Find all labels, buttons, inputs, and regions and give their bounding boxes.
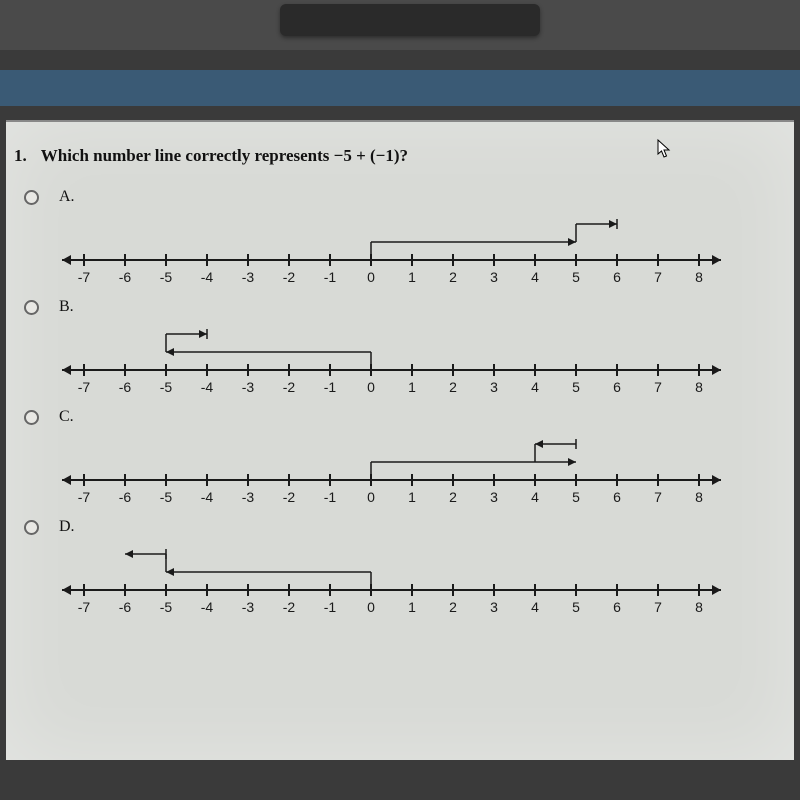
question-number: 1.	[14, 146, 27, 166]
svg-text:8: 8	[695, 599, 703, 615]
radio-c[interactable]	[24, 410, 39, 425]
svg-text:4: 4	[531, 599, 539, 615]
svg-text:7: 7	[654, 599, 662, 615]
option-label-c: C.	[59, 408, 81, 426]
svg-text:8: 8	[695, 489, 703, 505]
svg-text:4: 4	[531, 379, 539, 395]
svg-text:-6: -6	[119, 489, 132, 505]
svg-text:8: 8	[695, 379, 703, 395]
svg-text:7: 7	[654, 489, 662, 505]
mouse-cursor-icon	[656, 138, 674, 160]
svg-text:5: 5	[572, 489, 580, 505]
svg-text:-3: -3	[242, 269, 255, 285]
svg-text:-3: -3	[242, 379, 255, 395]
numberline-c: -7 -6 -5 -4 -3 -2 -1 0 1 2 3 4 5 6 7 8	[24, 426, 704, 514]
svg-text:6: 6	[613, 269, 621, 285]
option-label-a: A.	[59, 188, 81, 206]
svg-text:-7: -7	[78, 599, 91, 615]
svg-text:-7: -7	[78, 489, 91, 505]
svg-text:-6: -6	[119, 269, 132, 285]
svg-text:-5: -5	[160, 489, 173, 505]
svg-text:-5: -5	[160, 599, 173, 615]
svg-text:-4: -4	[201, 489, 214, 505]
svg-text:-3: -3	[242, 599, 255, 615]
svg-text:-5: -5	[160, 269, 173, 285]
svg-text:3: 3	[490, 269, 498, 285]
numberline-a: -7 -6 -5 -4 -3 -2 -1 0 1 2 3 4 5 6 7 8	[24, 206, 704, 294]
svg-text:3: 3	[490, 489, 498, 505]
svg-text:-2: -2	[283, 489, 296, 505]
svg-text:-6: -6	[119, 599, 132, 615]
svg-text:-1: -1	[324, 599, 337, 615]
option-c[interactable]: C.	[24, 404, 794, 426]
svg-text:1: 1	[408, 489, 416, 505]
svg-text:-5: -5	[160, 379, 173, 395]
svg-text:-2: -2	[283, 379, 296, 395]
option-a[interactable]: A.	[24, 184, 794, 206]
svg-text:3: 3	[490, 599, 498, 615]
option-d[interactable]: D.	[24, 514, 794, 536]
svg-text:4: 4	[531, 269, 539, 285]
svg-text:8: 8	[695, 269, 703, 285]
svg-text:4: 4	[531, 489, 539, 505]
radio-d[interactable]	[24, 520, 39, 535]
option-label-b: B.	[59, 298, 81, 316]
svg-text:-1: -1	[324, 269, 337, 285]
svg-text:-4: -4	[201, 269, 214, 285]
svg-text:2: 2	[449, 379, 457, 395]
svg-text:2: 2	[449, 489, 457, 505]
svg-text:0: 0	[367, 269, 375, 285]
svg-text:-7: -7	[78, 379, 91, 395]
svg-text:6: 6	[613, 489, 621, 505]
question-text: Which number line correctly represents −…	[41, 146, 408, 166]
svg-text:2: 2	[449, 269, 457, 285]
radio-b[interactable]	[24, 300, 39, 315]
svg-text:7: 7	[654, 269, 662, 285]
numberline-d: -7 -6 -5 -4 -3 -2 -1 0 1 2 3 4 5 6 7 8	[24, 536, 704, 624]
svg-text:0: 0	[367, 379, 375, 395]
svg-text:5: 5	[572, 599, 580, 615]
svg-text:1: 1	[408, 269, 416, 285]
radio-a[interactable]	[24, 190, 39, 205]
svg-text:6: 6	[613, 599, 621, 615]
numberline-b: -7 -6 -5 -4 -3 -2 -1 0 1 2 3 4 5 6 7 8	[24, 316, 704, 404]
svg-text:1: 1	[408, 379, 416, 395]
svg-text:-2: -2	[283, 599, 296, 615]
svg-text:5: 5	[572, 379, 580, 395]
svg-text:-7: -7	[78, 269, 91, 285]
svg-text:1: 1	[408, 599, 416, 615]
svg-text:-1: -1	[324, 379, 337, 395]
svg-text:7: 7	[654, 379, 662, 395]
option-b[interactable]: B.	[24, 294, 794, 316]
svg-text:5: 5	[572, 269, 580, 285]
svg-text:3: 3	[490, 379, 498, 395]
option-label-d: D.	[59, 518, 81, 536]
svg-text:-2: -2	[283, 269, 296, 285]
svg-text:6: 6	[613, 379, 621, 395]
svg-text:0: 0	[367, 489, 375, 505]
svg-text:2: 2	[449, 599, 457, 615]
svg-text:-1: -1	[324, 489, 337, 505]
svg-text:-3: -3	[242, 489, 255, 505]
svg-text:0: 0	[367, 599, 375, 615]
svg-text:-4: -4	[201, 599, 214, 615]
svg-text:-6: -6	[119, 379, 132, 395]
svg-text:-4: -4	[201, 379, 214, 395]
